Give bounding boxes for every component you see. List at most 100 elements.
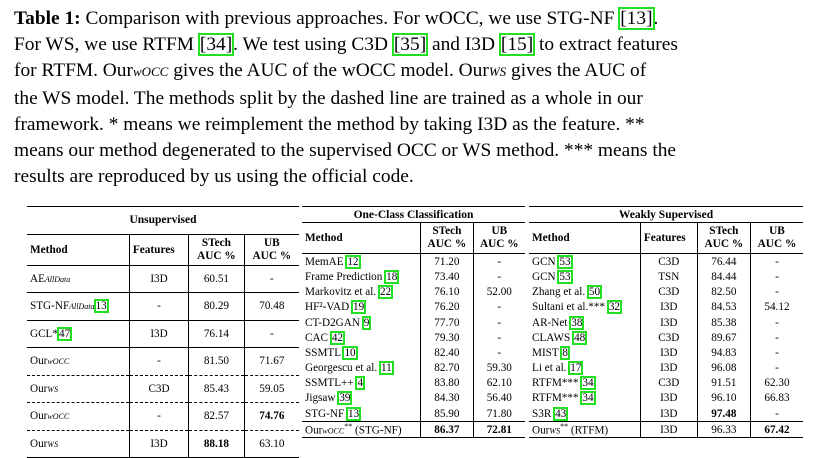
table-row: OurWS C3D 85.43 59.05 [27,374,299,403]
features-cell: C3D [639,375,698,391]
stech-auc-cell: 76.20 [420,299,474,315]
features-cell: - [128,292,189,320]
citation-link[interactable]: 48 [572,330,588,345]
method-cell: GCN 53 [529,269,640,284]
table-row: GCN 53 TSN 84.44- [529,269,803,285]
caption-text: framework. * means we reimplement the me… [14,113,645,135]
stech-auc-cell: 80.29 [188,292,245,320]
citation-link[interactable]: 53 [557,254,573,269]
citation-link[interactable]: 50 [586,285,603,300]
table-row: HF²-VAD 19 76.20- [302,299,525,315]
citation-link[interactable]: 53 [557,269,573,284]
results-table: Weakly Supervised Method Features STech AUC … [529,205,803,439]
citation-link[interactable]: [35] [391,33,429,57]
method-name: AR-Net [532,316,571,329]
features-cell: I3D [128,265,189,293]
column-header-stech: STech AUC % [420,222,474,255]
features-cell: C3D [639,330,698,346]
citation-link[interactable]: 32 [606,300,623,315]
features-cell: I3D [639,360,698,376]
citation-link[interactable]: 18 [384,269,400,284]
features-cell: - [128,347,189,375]
citation-link[interactable]: 13 [345,406,362,421]
citation-link[interactable]: 47 [56,326,73,341]
method-name: Li et al. [532,362,570,375]
features-cell: C3D [128,374,189,403]
results-table: One-Class Classification Method STech AUC %… [302,205,525,439]
table-row: STG-NF 13 85.90 71.80 [302,406,525,422]
method-name: HF²-VAD [305,301,352,314]
ub-auc-cell: - [472,345,525,361]
stech-auc-cell: 96.08 [696,360,751,376]
stech-auc-cell: 86.37 [420,421,474,439]
table-row: OurwOCC -81.50 71.67 [27,347,299,375]
header-line: AUC % [252,249,292,262]
ub-auc-cell: 54.12 [749,299,803,315]
citation-link[interactable]: 4 [355,376,366,391]
method-cell: AR-Net 38 [529,315,640,330]
caption-subscript: WS [488,64,507,80]
citation-link[interactable]: 43 [553,406,569,421]
header-line: UB [491,225,508,238]
citation-link[interactable]: 17 [568,361,584,376]
stech-auc-cell: 83.80 [420,375,474,391]
method-subscript: WS [549,427,561,437]
method-cell: OurwOCC [27,402,130,430]
citation-link[interactable]: 42 [329,330,346,345]
stech-auc-cell: 76.10 [420,284,474,300]
column-header-ub: UB AUC % [749,222,803,255]
stech-auc-cell: 85.38 [696,314,751,331]
citation-link[interactable]: 38 [569,315,585,330]
features-cell: I3D [639,345,698,361]
method-name: Our [30,410,48,423]
citation-link[interactable]: 9 [361,315,372,330]
stech-auc-cell: 76.14 [188,319,245,348]
ub-auc-cell: - [749,314,803,331]
citation-link[interactable]: 22 [377,285,394,300]
method-cell: MemAE 12 [302,254,421,270]
ub-auc-cell: - [472,314,525,331]
citation-link[interactable]: [13] [618,7,655,30]
citation-link[interactable]: 8 [560,345,570,360]
method-name: MIST [532,346,562,359]
features-cell: I3D [639,390,698,407]
table-row: AEAllData I3D 60.51- [27,265,299,293]
table-row: RTFM*** 34 I3D 96.10 66.83 [529,390,803,407]
method-name: MemAE [305,255,347,268]
citation-link[interactable]: 19 [350,300,367,315]
ub-auc-cell: 59.30 [472,360,525,376]
column-header-ub: UB AUC % [243,234,299,266]
table-row: Li et al. 17 I3D 96.08- [529,360,803,376]
method-cell: Jigsaw 39 [302,391,421,406]
citation-link[interactable]: 13 [93,299,109,314]
stech-auc-cell: 77.70 [420,314,474,331]
citation-link[interactable]: 11 [379,361,394,376]
citation-link[interactable]: 10 [342,345,358,360]
method-cell: GCL*47 [27,319,130,348]
stech-auc-cell: 85.90 [420,406,474,422]
caption-text: . [653,8,659,29]
table-row: Sultani et al.*** 32 I3D 84.53 54.12 [529,299,803,315]
method-name: Our [30,437,48,450]
citation-link[interactable]: 34 [580,391,596,406]
method-name: Our [30,382,48,395]
citation-link[interactable]: 34 [580,376,596,391]
citation-link[interactable]: [15] [498,33,536,57]
citation-link[interactable]: 12 [345,254,361,269]
group-heading: Weakly Supervised [529,205,803,224]
ub-auc-cell: 66.83 [749,390,803,407]
method-name: CT-D2GAN [305,316,363,329]
ub-auc-cell: - [243,319,299,348]
method-name: Sultani et al.*** [532,301,608,314]
ub-auc-cell: - [749,253,803,270]
method-cell: SSMTL++ 4 [302,376,421,391]
citation-link[interactable]: [34] [197,33,235,57]
method-name: Our [532,425,550,438]
method-cell: STG-NFAllData13 [27,292,130,320]
method-name: GCN [532,255,559,268]
table-row: SSMTL 10 82.40- [302,345,525,361]
citation-link[interactable]: 39 [337,391,353,406]
column-header-stech: STech AUC % [188,234,245,266]
ub-auc-cell: 74.76 [243,402,299,430]
table-row: CLAWS 48 C3D 89.67- [529,330,803,346]
